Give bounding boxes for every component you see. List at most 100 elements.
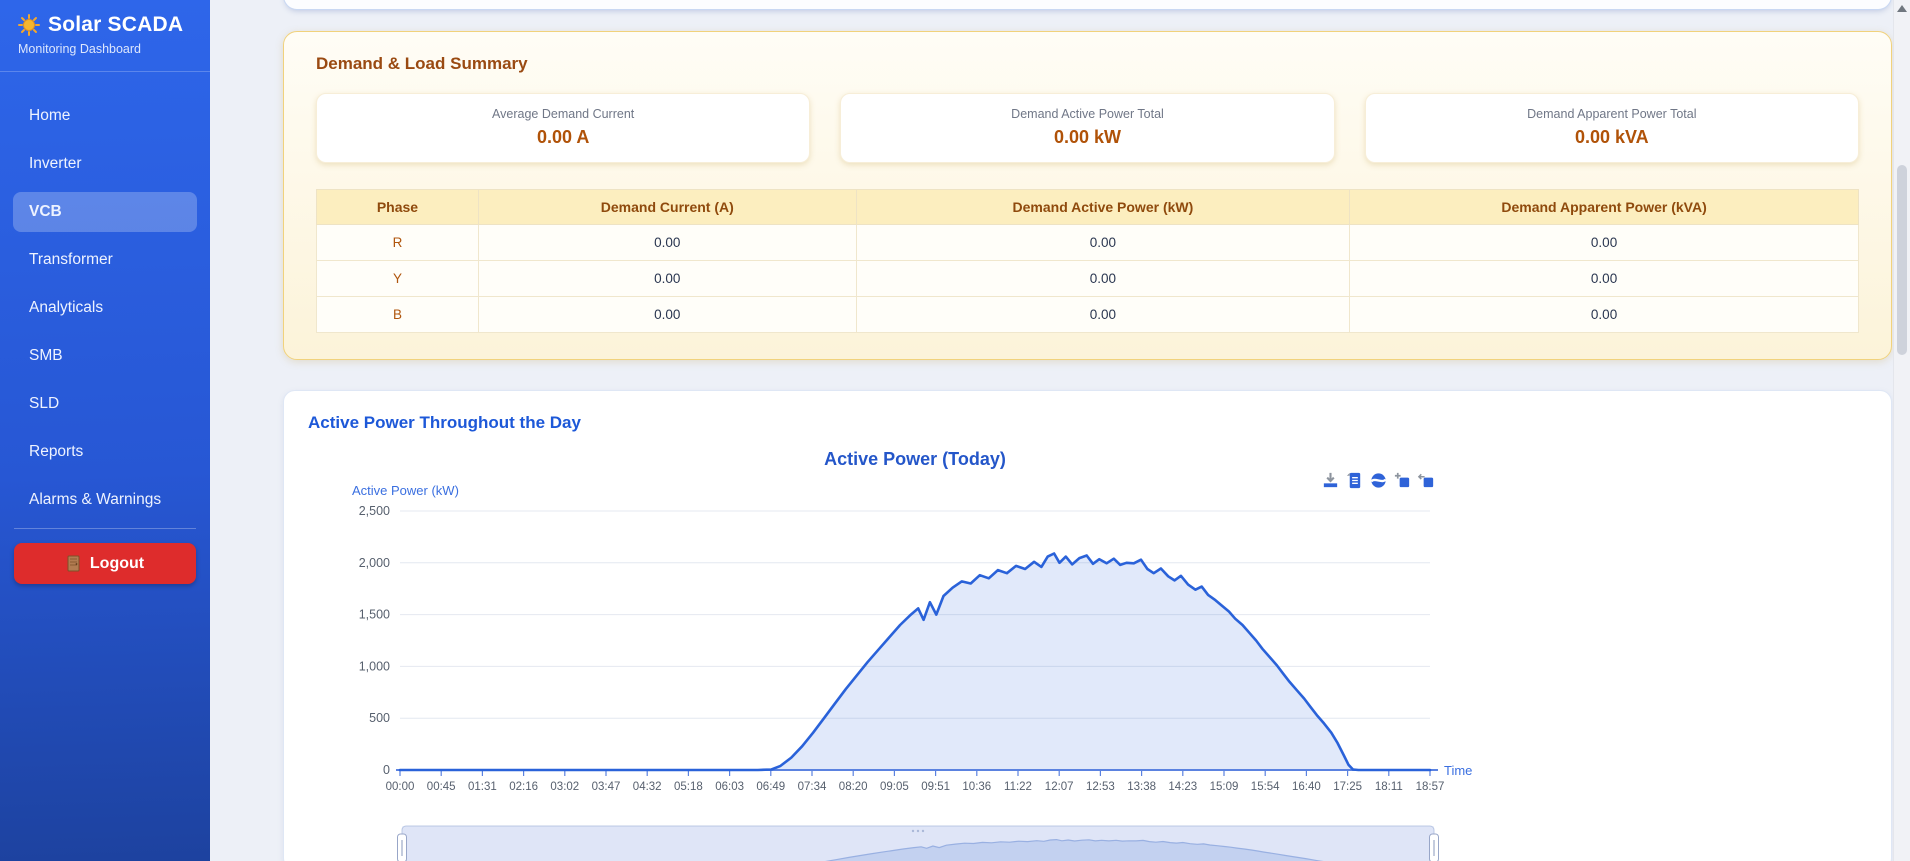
x-tick-label: 16:40 (1292, 781, 1321, 793)
active-power-chart[interactable]: Active Power (Today) 0 500 1,000 1,500 2,000 2… (308, 439, 1488, 861)
apparent-power-cell: 0.00 (1349, 296, 1859, 333)
chart-toolbox (1321, 471, 1436, 490)
table-header-demand-apparent-power: Demand Apparent Power (kVA) (1349, 189, 1859, 225)
table-row-y: Y 0.00 0.00 0.00 (316, 260, 1859, 297)
stat-card-demand-apparent-power-total: Demand Apparent Power Total 0.00 kVA (1364, 93, 1859, 163)
previous-card-bottom-edge (283, 0, 1892, 10)
y-tick-label: 1,000 (359, 659, 390, 673)
datazoom-mini-line (824, 838, 1324, 861)
demand-table: Phase Demand Current (A) Demand Active P… (316, 189, 1859, 333)
sidebar-item-vcb[interactable]: VCB (13, 192, 197, 232)
sidebar-item-analyticals[interactable]: Analyticals (29, 299, 104, 316)
save-image-icon[interactable] (1321, 471, 1340, 490)
datazoom-grip-dot (911, 829, 915, 833)
x-axis-name: Time (1444, 763, 1472, 778)
stat-value: 0.00 kW (1053, 127, 1122, 147)
sidebar: Solar SCADA Monitoring Dashboard Home In… (0, 0, 210, 861)
x-tick-label: 04:32 (633, 781, 662, 793)
datazoom-grip-dot (916, 829, 920, 833)
x-tick-label: 18:11 (1375, 781, 1403, 793)
active-power-area (400, 553, 1430, 770)
zoom-reset-icon[interactable] (1417, 471, 1436, 490)
x-tick-label: 00:45 (427, 781, 456, 793)
stat-card-average-demand-current: Average Demand Current 0.00 A (316, 93, 811, 163)
table-header-phase: Phase (316, 189, 479, 225)
sun-logo-icon (18, 14, 40, 36)
y-tick-label: 2,500 (359, 504, 390, 518)
x-tick-label: 18:57 (1416, 781, 1445, 793)
x-tick-label: 08:20 (839, 781, 868, 793)
logout-button[interactable]: Logout (14, 543, 196, 584)
y-tick-label: 0 (383, 763, 390, 777)
zoom-in-icon[interactable] (1393, 471, 1412, 490)
phase-cell: R (316, 224, 479, 261)
sidebar-item-home[interactable]: Home (29, 107, 71, 124)
x-tick-label: 00:00 (386, 781, 415, 793)
stat-value: 0.00 kVA (1574, 127, 1649, 147)
sidebar-item-smb[interactable]: SMB (29, 347, 63, 364)
brand: Solar SCADA Monitoring Dashboard (0, 0, 210, 72)
sidebar-menu: Home Inverter VCB Transformer Analytical… (0, 72, 210, 520)
y-axis-name: Active Power (kW) (352, 483, 459, 498)
apparent-power-cell: 0.00 (1349, 260, 1859, 297)
table-row-b: B 0.00 0.00 0.00 (316, 296, 1859, 333)
door-icon (67, 555, 80, 572)
data-view-icon[interactable] (1345, 471, 1364, 490)
active-power-cell: 0.00 (855, 224, 1351, 261)
sidebar-item-sld[interactable]: SLD (29, 395, 60, 412)
y-tick-label: 1,500 (359, 608, 390, 622)
x-tick-label: 06:03 (715, 781, 744, 793)
chart-title: Active Power (Today) (824, 449, 1006, 469)
brand-subtitle: Monitoring Dashboard (18, 42, 141, 56)
active-power-cell: 0.00 (855, 260, 1351, 297)
apparent-power-cell: 0.00 (1349, 224, 1859, 261)
x-tick-label: 03:47 (592, 781, 621, 793)
x-tick-label: 05:18 (674, 781, 703, 793)
vertical-scrollbar[interactable] (1893, 0, 1910, 861)
phase-cell: Y (316, 260, 479, 297)
x-tick-label: 17:25 (1333, 781, 1362, 793)
current-cell: 0.00 (477, 224, 857, 261)
table-header-demand-current: Demand Current (A) (477, 189, 857, 225)
x-tick-label: 12:53 (1086, 781, 1115, 793)
active-power-cell: 0.00 (855, 296, 1351, 333)
phase-cell: B (316, 296, 479, 333)
restore-icon[interactable] (1369, 471, 1388, 490)
chart-area: Active Power (Today) 0 500 1,000 1,500 2,000 2… (308, 439, 1488, 861)
stat-label: Demand Active Power Total (1011, 107, 1164, 121)
scrollbar-thumb[interactable] (1897, 165, 1907, 355)
current-cell: 0.00 (477, 296, 857, 333)
main-content: Demand & Load Summary Average Demand Cur… (210, 0, 1910, 861)
chart-card-title: Active Power Throughout the Day (308, 413, 581, 432)
table-row-r: R 0.00 0.00 0.00 (316, 224, 1859, 261)
scrollbar-up-arrow-icon[interactable] (1897, 5, 1907, 12)
sidebar-item-inverter[interactable]: Inverter (29, 155, 82, 172)
sidebar-item-alarms-warnings[interactable]: Alarms & Warnings (29, 491, 162, 508)
x-tick-label: 01:31 (468, 781, 497, 793)
x-tick-label: 09:05 (880, 781, 909, 793)
demand-load-summary-card: Demand & Load Summary Average Demand Cur… (283, 31, 1892, 360)
table-header-row: Phase Demand Current (A) Demand Active P… (316, 189, 1859, 225)
active-power-line (398, 552, 1432, 772)
stat-label: Average Demand Current (492, 107, 635, 121)
x-tick-label: 03:02 (550, 781, 579, 793)
x-tick-label: 15:09 (1210, 781, 1239, 793)
sidebar-item-reports[interactable]: Reports (29, 443, 84, 460)
x-tick-label: 09:51 (921, 781, 950, 793)
x-tick-label: 07:34 (798, 781, 827, 793)
current-cell: 0.00 (477, 260, 857, 297)
stats-row: Average Demand Current 0.00 A Demand Act… (316, 93, 1859, 163)
x-tick-label: 15:54 (1251, 781, 1280, 793)
x-tick-label: 12:07 (1045, 781, 1074, 793)
x-tick-label: 11:22 (1004, 781, 1032, 793)
stat-card-demand-active-power-total: Demand Active Power Total 0.00 kW (840, 93, 1335, 163)
y-tick-label: 500 (369, 711, 390, 725)
table-header-demand-active-power: Demand Active Power (kW) (855, 189, 1351, 225)
sidebar-item-transformer[interactable]: Transformer (29, 251, 113, 268)
datazoom-grip-dot (921, 829, 925, 833)
active-power-card: Active Power Throughout the Day Active P… (283, 390, 1892, 861)
brand-title: Solar SCADA (48, 13, 184, 36)
y-tick-label: 2,000 (359, 556, 390, 570)
stat-value: 0.00 A (536, 127, 590, 147)
x-tick-label: 10:36 (962, 781, 991, 793)
